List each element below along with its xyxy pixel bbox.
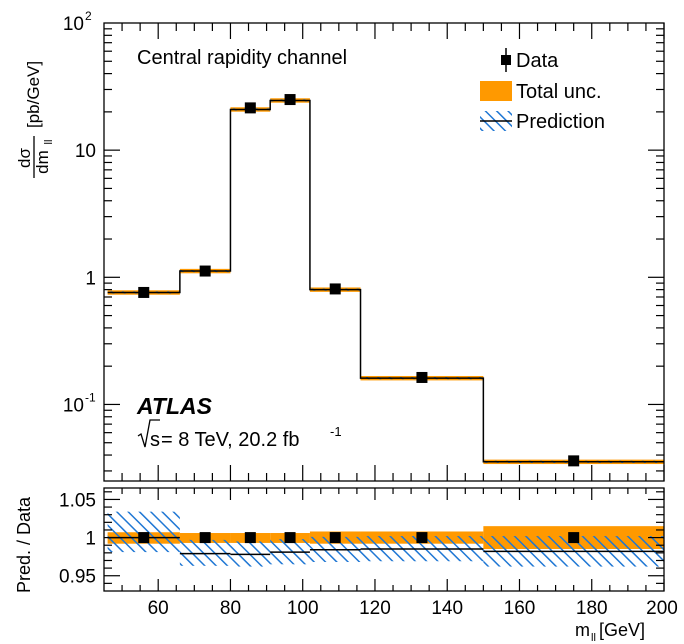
x-tick-label: 120: [359, 598, 391, 619]
energy-label-s: s: [150, 429, 160, 451]
main-frame: [103, 22, 665, 482]
ratio-data-point: [199, 532, 211, 544]
ratio-data-point: [244, 532, 256, 544]
x-tick-label: 60: [148, 598, 169, 619]
x-tick-label: 100: [287, 598, 319, 619]
legend-total-unc-label: Total unc.: [516, 81, 602, 103]
ratio-y-tick-label: 1.05: [59, 490, 96, 511]
data-point: [416, 371, 428, 383]
ratio-panel: 1.05 1 0.95 60 80 100 120 140 160 180 200 Pred. /…: [14, 487, 678, 644]
x-tick-label: 80: [220, 598, 241, 619]
data-points: [138, 94, 580, 467]
x-label-unit: [GeV]: [599, 620, 645, 640]
y-axis-label: dσ dm ll [pb/GeV]: [15, 61, 55, 178]
x-tick-label: 200: [646, 598, 678, 619]
y-tick-label-exp: -1: [85, 390, 96, 404]
energy-label-text: = 8 TeV, 20.2 fb: [161, 429, 299, 451]
ratio-data-point: [416, 532, 428, 544]
x-tick-label: 140: [431, 598, 463, 619]
energy-label-sup: -1: [330, 424, 342, 439]
legend-total-unc-swatch: [480, 81, 512, 101]
ratio-data-point: [329, 532, 341, 544]
ratio-y-tick-label: 0.95: [59, 567, 96, 588]
legend-item-data: Data: [501, 48, 559, 72]
ratio-data-point: [284, 532, 296, 544]
ratio-y-axis-ticks: 1.05 1 0.95: [59, 490, 664, 588]
x-tick-label: 160: [504, 598, 536, 619]
ratio-data-points: [138, 532, 580, 544]
x-axis-ticks: 60 80 100 120 140 160 180 200: [121, 488, 678, 619]
data-point: [329, 283, 341, 295]
ratio-prediction-band: [179, 539, 231, 566]
ratio-y-axis-label: Pred. / Data: [14, 496, 34, 593]
y-label-denominator: dm: [33, 150, 52, 174]
sqrt-symbol: [137, 419, 160, 448]
legend-item-total-unc: Total unc.: [480, 81, 602, 103]
data-point: [284, 94, 296, 106]
y-tick-label: 10: [63, 14, 84, 35]
data-point: [568, 455, 580, 467]
legend: Data Total unc. Prediction: [480, 48, 605, 133]
legend-item-prediction: Prediction: [480, 111, 605, 133]
y-tick-label-exp: 2: [85, 9, 92, 23]
ratio-prediction-band: [107, 511, 180, 553]
ratio-bands: [107, 511, 664, 567]
legend-data-marker: [501, 55, 511, 65]
x-axis-ticks-top: [121, 23, 665, 481]
x-tick-label: 180: [576, 598, 608, 619]
ratio-frame: [103, 487, 665, 592]
y-tick-label: 10: [63, 395, 84, 416]
atlas-label: ATLAS: [136, 393, 213, 419]
legend-prediction-label: Prediction: [516, 111, 605, 133]
data-point: [138, 286, 150, 298]
ratio-y-tick-label: 1: [85, 529, 96, 550]
y-tick-label: 10: [75, 141, 96, 162]
data-point: [199, 265, 211, 277]
energy-label: s = 8 TeV, 20.2 fb -1: [137, 419, 342, 451]
y-label-unit: [pb/GeV]: [24, 61, 43, 128]
y-tick-label: 1: [85, 268, 96, 289]
channel-label: Central rapidity channel: [137, 47, 347, 69]
x-label-sub: ll: [591, 632, 596, 644]
x-label-main: m: [575, 620, 590, 640]
ratio-data-point: [138, 532, 150, 544]
ratio-data-point: [568, 532, 580, 544]
x-axis-label: m ll [GeV]: [575, 620, 645, 644]
data-point: [244, 102, 256, 114]
legend-data-label: Data: [516, 50, 559, 72]
y-label-numerator: dσ: [15, 148, 34, 168]
y-label-denominator-sub: ll: [43, 140, 55, 145]
